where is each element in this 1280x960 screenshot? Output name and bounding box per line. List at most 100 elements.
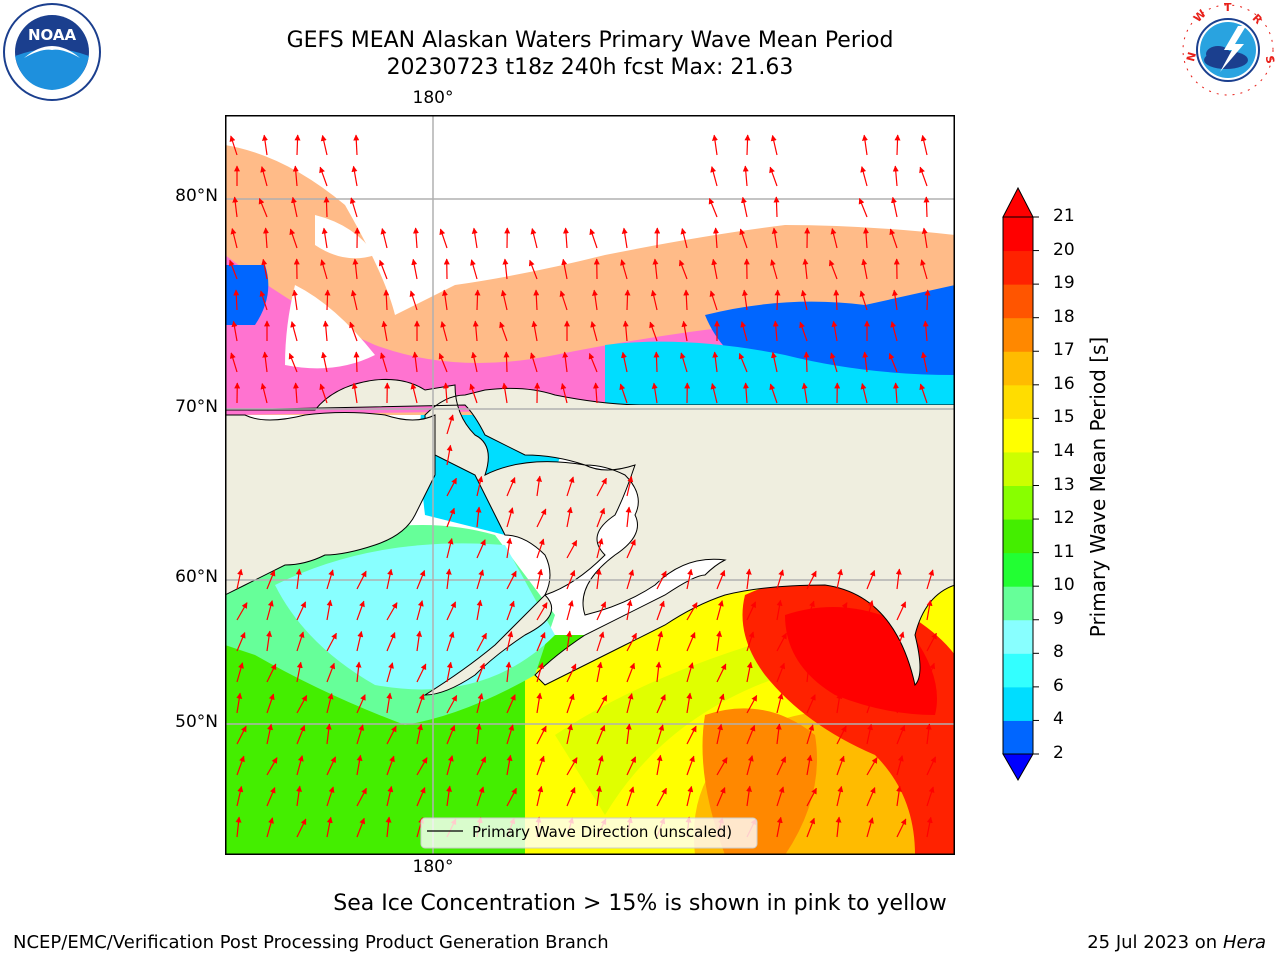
- wave-arrow: [889, 228, 898, 249]
- wave-arrow: [686, 725, 697, 745]
- wave-arrow: [326, 786, 335, 807]
- wave-arrow: [292, 165, 299, 187]
- wave-arrow: [836, 785, 844, 807]
- wave-arrow: [319, 166, 328, 187]
- wave-arrow: [409, 290, 418, 311]
- wave-arrow: [866, 723, 874, 745]
- wave-arrow: [860, 383, 868, 404]
- wave-arrow: [776, 693, 784, 714]
- wave-arrow: [828, 259, 838, 280]
- wave-arrow: [446, 477, 457, 497]
- wave-arrow: [836, 602, 848, 621]
- wave-arrow: [803, 351, 810, 373]
- colorbar-tick-label: 18: [1053, 306, 1075, 327]
- colorbar-tick-label: 9: [1053, 608, 1064, 629]
- wave-arrow: [678, 259, 688, 280]
- wave-arrow: [438, 352, 448, 373]
- wave-arrow: [836, 755, 845, 776]
- wave-arrow: [746, 694, 758, 714]
- colorbar-tick-label: 4: [1053, 709, 1064, 730]
- wave-arrow: [441, 289, 448, 311]
- colorbar-segment: [1003, 552, 1033, 587]
- wave-arrow: [290, 196, 298, 218]
- lat-label-80: 80°N: [175, 186, 218, 206]
- direction-legend: Primary Wave Direction (unscaled): [420, 817, 758, 849]
- wave-arrow: [506, 570, 517, 590]
- wave-arrow: [891, 289, 898, 311]
- svg-text:S: S: [1263, 55, 1276, 65]
- wave-arrow: [892, 382, 899, 404]
- wave-arrow: [474, 289, 481, 311]
- wave-arrow: [355, 661, 362, 683]
- wave-arrow: [651, 382, 658, 404]
- wave-arrow: [596, 477, 607, 497]
- wave-arrow: [896, 694, 908, 714]
- wave-arrow: [683, 289, 690, 311]
- wave-arrow: [923, 196, 930, 218]
- colorbar-tick-label: 15: [1053, 407, 1075, 428]
- wave-arrow: [626, 632, 637, 652]
- wave-arrow: [536, 568, 544, 590]
- wave-arrow: [770, 259, 778, 280]
- wave-arrow: [716, 630, 723, 652]
- wave-arrow: [716, 787, 726, 807]
- wave-arrow: [236, 725, 247, 745]
- wave-arrow: [626, 662, 636, 683]
- wave-arrow: [740, 321, 748, 342]
- wave-arrow: [261, 134, 268, 156]
- wave-arrow: [656, 724, 665, 745]
- colorbar-segment: [1003, 250, 1033, 285]
- colorbar-tick-label: 17: [1053, 340, 1075, 361]
- colorbar-tick-label: 21: [1053, 206, 1075, 226]
- wave-arrow: [922, 320, 929, 342]
- colorbar-label: Primary Wave Mean Period [s]: [1086, 336, 1110, 638]
- wave-arrow: [472, 320, 479, 342]
- wave-arrow: [380, 228, 388, 249]
- wave-arrow: [926, 569, 935, 590]
- wave-arrow: [476, 599, 483, 621]
- wave-arrow: [716, 723, 724, 745]
- wave-arrow: [836, 692, 843, 714]
- colorbar-segment: [1003, 653, 1033, 688]
- wave-arrow: [412, 351, 419, 373]
- wave-arrow: [296, 694, 308, 714]
- wave-arrow: [446, 755, 454, 776]
- wave-arrow: [802, 258, 809, 280]
- wave-arrow: [656, 694, 666, 714]
- wave-arrow: [686, 662, 694, 683]
- wave-arrow: [326, 569, 335, 590]
- wave-arrow: [566, 600, 574, 621]
- wave-arrow: [296, 755, 304, 776]
- wave-arrow: [686, 568, 694, 590]
- wave-arrow: [890, 321, 898, 342]
- wave-arrow: [506, 600, 515, 621]
- colorbar-segment: [1003, 351, 1033, 386]
- map-panel: Primary Wave Direction (unscaled): [225, 115, 955, 855]
- wave-arrow: [294, 134, 301, 156]
- wave-arrow: [445, 568, 452, 590]
- wave-arrow: [621, 227, 628, 249]
- colorbar-tick-label: 16: [1053, 373, 1075, 394]
- wave-arrow: [926, 632, 937, 652]
- wave-arrow: [536, 755, 545, 776]
- wave-arrow: [324, 289, 331, 311]
- wave-arrow: [560, 383, 568, 404]
- wave-arrow: [326, 662, 336, 683]
- wave-arrow: [892, 165, 899, 187]
- wave-arrow: [531, 320, 538, 342]
- wave-arrow: [236, 755, 245, 776]
- wave-arrow: [296, 724, 306, 745]
- lon-label-bottom: 180°: [412, 857, 454, 877]
- wave-arrow: [896, 631, 905, 652]
- wave-arrow: [596, 538, 604, 559]
- wave-arrow: [506, 537, 513, 559]
- wave-arrow: [744, 134, 751, 156]
- wave-arrow: [228, 259, 238, 280]
- wave-arrow: [566, 630, 573, 652]
- wave-arrow: [230, 228, 238, 249]
- wave-arrow: [235, 816, 242, 838]
- wave-arrow: [866, 569, 876, 590]
- wave-arrow: [686, 785, 694, 807]
- wave-arrow: [326, 756, 337, 776]
- wave-arrow: [385, 816, 392, 838]
